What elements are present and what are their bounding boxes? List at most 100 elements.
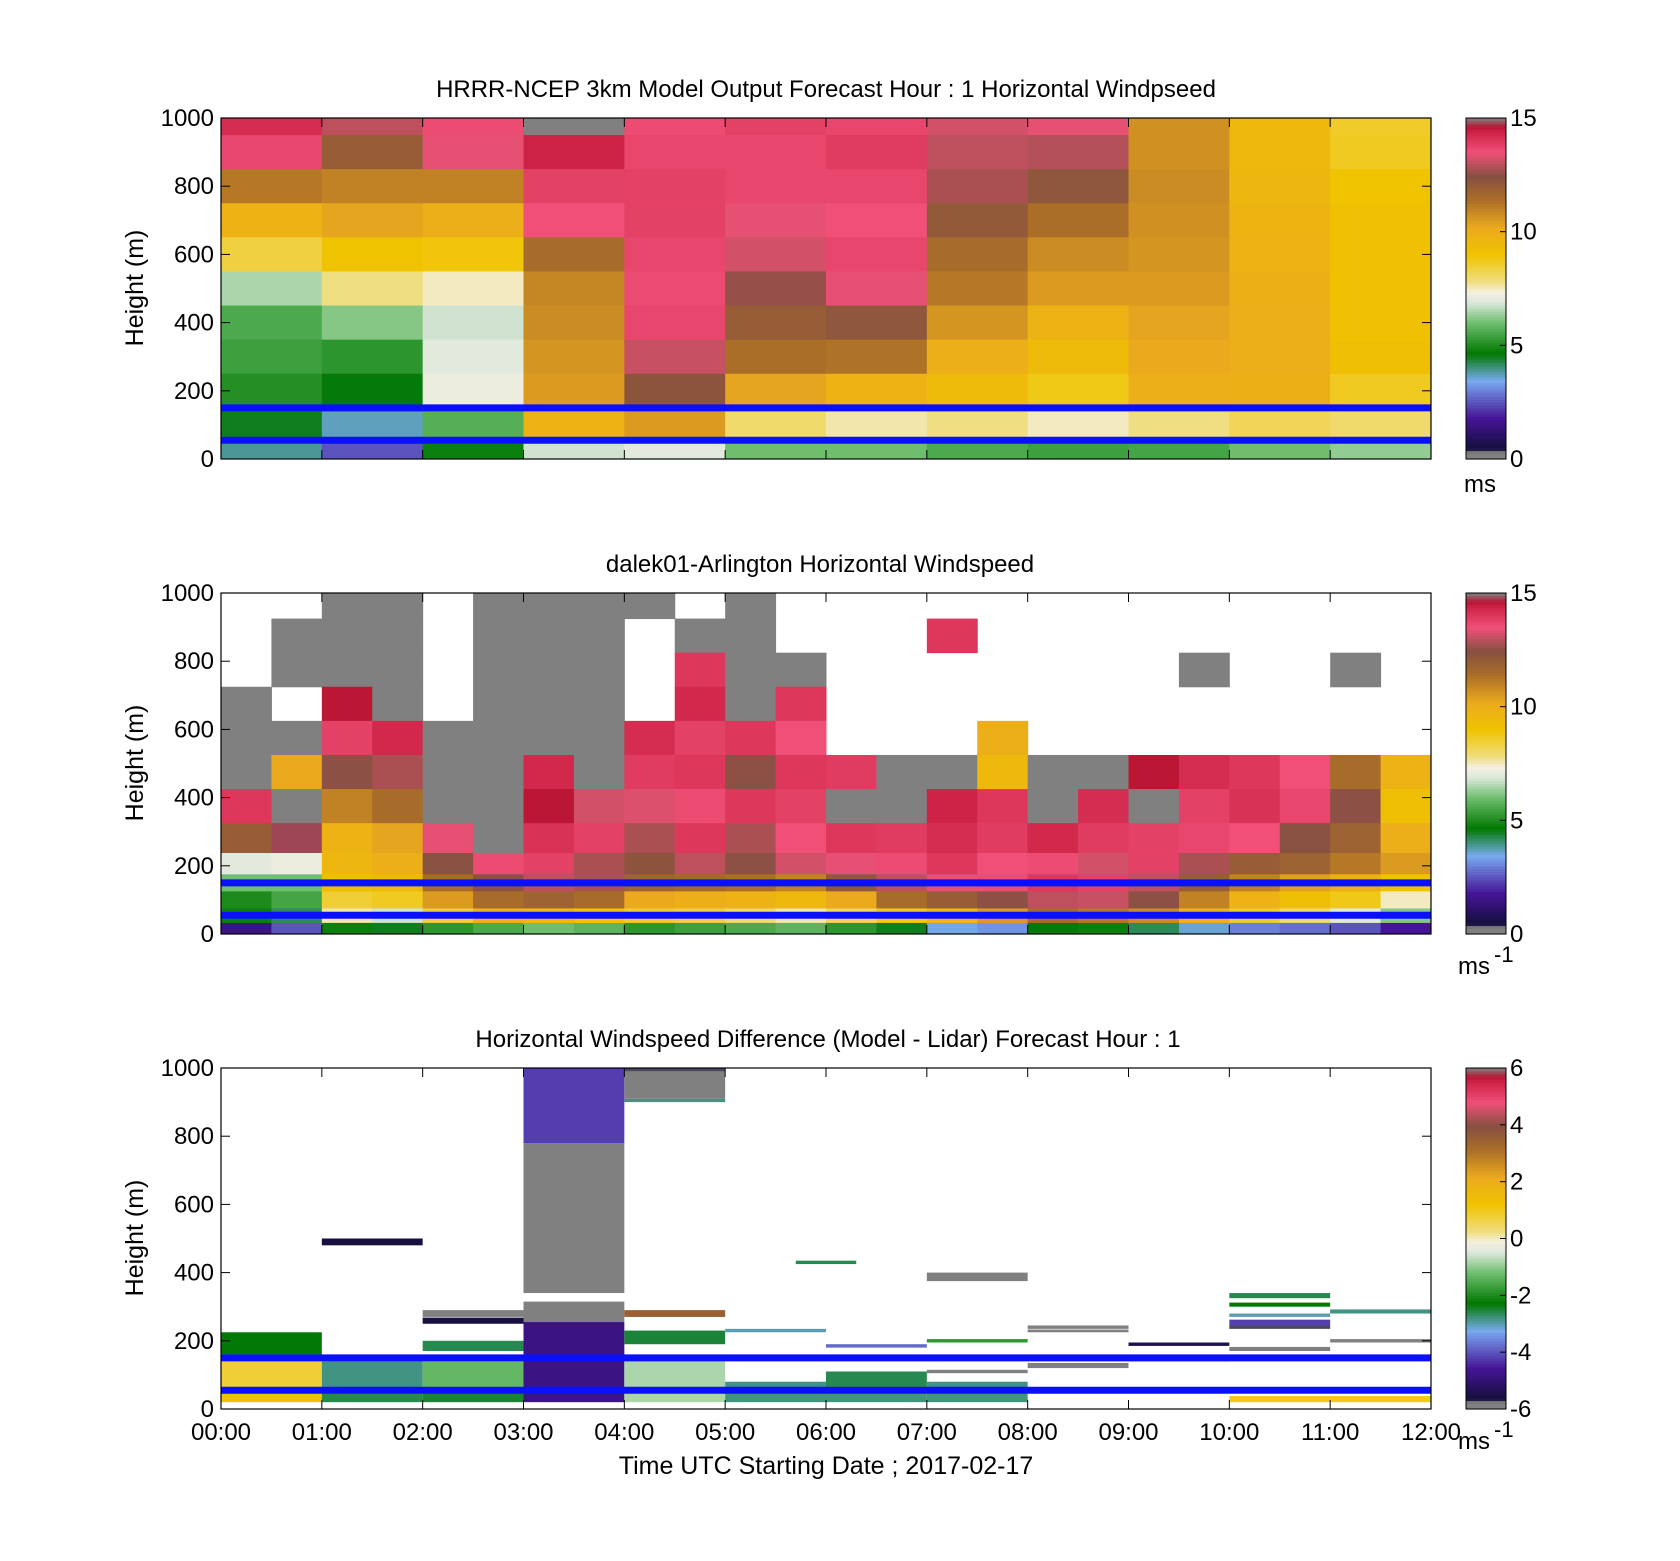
heatmap-cell [1330, 118, 1431, 136]
colorbar-segment [1466, 1258, 1506, 1262]
colorbar-segment [1466, 123, 1506, 128]
colorbar-segment [1466, 698, 1506, 702]
heatmap-cell [624, 441, 726, 459]
colorbar-tick-label: 5 [1510, 332, 1523, 359]
heatmap-cell [221, 169, 323, 204]
heatmap-cell [624, 407, 726, 443]
heatmap-cell [1128, 407, 1230, 443]
colorbar-frame [1465, 117, 1507, 460]
heatmap-cell [926, 922, 978, 934]
colorbar-segment [1466, 848, 1506, 853]
heatmap-cell [523, 271, 625, 307]
heatmap-cell [1330, 652, 1382, 688]
heatmap-cell [573, 789, 625, 824]
heatmap-cell [1027, 203, 1129, 238]
heatmap-cell [926, 891, 978, 909]
heatmap-cell [977, 720, 1029, 756]
colorbar-segment [1466, 661, 1506, 665]
heatmap-cell [826, 789, 877, 824]
heatmap-cell [1078, 891, 1129, 909]
heatmap-cell [826, 118, 928, 136]
heatmap-cell [1330, 789, 1382, 824]
colorbar-segment [1466, 453, 1506, 457]
heatmap-cell [624, 373, 726, 409]
heatmap-cell [674, 754, 726, 790]
heatmap-cell [422, 891, 474, 909]
colorbar-segment [1466, 1195, 1506, 1200]
heatmap-cell [725, 237, 827, 272]
heatmap-cell [321, 652, 373, 688]
colorbar-segment [1466, 294, 1506, 298]
heatmap-cell [725, 271, 827, 307]
colorbar-segment [1466, 146, 1506, 150]
colorbar-tick-label: -2 [1510, 1282, 1531, 1309]
heatmap-cell [977, 922, 1029, 934]
heatmap-cell [775, 922, 827, 934]
colorbar-segment [1466, 390, 1506, 395]
colorbar-segment [1466, 382, 1506, 386]
heatmap-cell [1229, 305, 1331, 341]
colorbar-segment [1466, 322, 1506, 327]
heatmap-cell [624, 271, 726, 307]
colorbar-segment [1466, 441, 1506, 446]
heatmap-cell [523, 169, 625, 204]
colorbar-segment [1466, 1269, 1506, 1274]
heatmap-cell [523, 853, 575, 875]
colorbar-unit-exponent: -1 [1494, 942, 1514, 967]
heatmap-cell [321, 237, 424, 272]
heatmap-cell [1229, 823, 1281, 854]
colorbar-segment [1466, 362, 1506, 366]
y-tick-label: 600 [174, 716, 214, 743]
colorbar-segment [1466, 1104, 1506, 1109]
colorbar-tick-label: 0 [1510, 1226, 1523, 1253]
colorbar-segment [1466, 885, 1506, 890]
colorbar-tick-label: 4 [1510, 1112, 1523, 1139]
heatmap-cell [221, 407, 323, 443]
heatmap-cell [1027, 118, 1129, 136]
colorbar-segment [1466, 632, 1506, 637]
colorbar-segment [1466, 135, 1506, 139]
heatmap-cell [473, 652, 524, 688]
y-tick-label: 200 [174, 378, 214, 405]
colorbar-segment [1466, 180, 1506, 184]
heatmap-cell [523, 203, 625, 238]
difference-strip [1229, 1396, 1431, 1403]
colorbar-segment [1466, 897, 1506, 901]
heatmap-cell [221, 305, 323, 341]
colorbar-segment [1466, 1175, 1506, 1180]
colorbar-segment [1466, 1352, 1506, 1356]
colorbar-segment [1466, 416, 1506, 420]
colorbar-segment [1466, 1136, 1506, 1140]
colorbar-segment [1466, 262, 1506, 267]
colorbar-segment [1466, 1121, 1506, 1126]
heatmap-cell [523, 237, 625, 272]
colorbar-segment [1466, 1289, 1506, 1294]
heatmap-cell [1330, 891, 1382, 909]
colorbar-segment [1466, 1326, 1506, 1331]
colorbar-segment [1466, 373, 1506, 378]
heatmap-cell [271, 922, 323, 934]
y-tick-label: 200 [174, 853, 214, 880]
heatmap-cell [523, 135, 625, 170]
colorbar-segment [1466, 291, 1506, 295]
heatmap-cell [271, 652, 323, 688]
colorbar-segment [1466, 641, 1506, 645]
colorbar-segment [1466, 811, 1506, 816]
colorbar-segment [1466, 1403, 1506, 1407]
colorbar-segment [1466, 154, 1506, 159]
heatmap-cell [1279, 754, 1331, 790]
colorbar-segment [1466, 351, 1506, 355]
heatmap-cell [1330, 237, 1431, 272]
panel-difference: Horizontal Windspeed Difference (Model -… [121, 1026, 1531, 1455]
colorbar-segment [1466, 925, 1506, 929]
colorbar-segment [1466, 845, 1506, 850]
colorbar-segment [1466, 1303, 1506, 1308]
colorbar-segment [1466, 1349, 1506, 1353]
heatmap-cell [926, 823, 978, 854]
colorbar-segment [1466, 257, 1506, 261]
heatmap-cell [473, 754, 524, 790]
heatmap-cell [624, 891, 676, 909]
colorbar-tick-label: 2 [1510, 1169, 1523, 1196]
colorbar-segment [1466, 160, 1506, 165]
y-tick-label: 600 [174, 1191, 214, 1218]
